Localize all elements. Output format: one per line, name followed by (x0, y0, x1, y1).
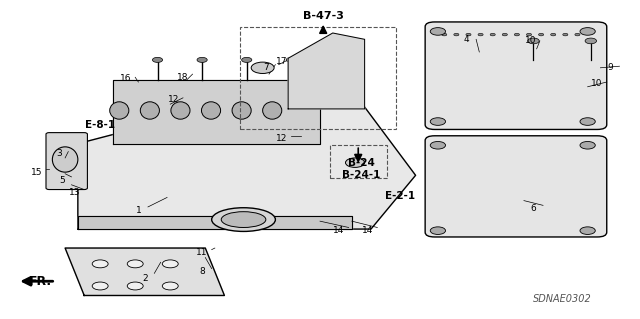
Text: 3: 3 (56, 149, 61, 158)
Text: 10: 10 (525, 36, 536, 45)
Circle shape (251, 62, 274, 73)
Circle shape (286, 57, 296, 63)
Circle shape (580, 118, 595, 125)
Text: E-2-1: E-2-1 (385, 191, 415, 201)
Text: 6: 6 (531, 204, 536, 213)
Text: 16: 16 (120, 74, 131, 83)
Circle shape (580, 141, 595, 149)
FancyBboxPatch shape (425, 136, 607, 237)
Circle shape (346, 158, 365, 167)
Text: 18: 18 (177, 73, 189, 82)
Text: 10: 10 (591, 79, 603, 88)
Ellipse shape (466, 33, 471, 36)
Circle shape (430, 141, 445, 149)
Text: 2: 2 (142, 274, 148, 283)
Ellipse shape (140, 102, 159, 119)
Circle shape (242, 57, 252, 63)
Ellipse shape (171, 102, 190, 119)
Ellipse shape (212, 208, 275, 232)
Ellipse shape (163, 282, 178, 290)
Text: 14: 14 (333, 226, 345, 235)
Text: 9: 9 (607, 63, 613, 72)
Text: 11: 11 (196, 248, 208, 257)
Ellipse shape (515, 33, 520, 36)
Text: 5: 5 (59, 175, 65, 185)
Ellipse shape (478, 33, 483, 36)
Ellipse shape (127, 260, 143, 268)
Text: 12: 12 (276, 134, 287, 144)
Ellipse shape (109, 102, 129, 119)
Text: 12: 12 (168, 95, 179, 104)
Text: 1: 1 (136, 206, 141, 215)
Ellipse shape (490, 33, 495, 36)
Ellipse shape (163, 260, 178, 268)
Text: 8: 8 (199, 267, 205, 276)
Ellipse shape (539, 33, 543, 36)
Ellipse shape (550, 33, 556, 36)
Polygon shape (113, 80, 320, 144)
Circle shape (197, 57, 207, 63)
Text: B-47-3: B-47-3 (303, 11, 344, 21)
Text: 7: 7 (263, 63, 269, 72)
Ellipse shape (92, 260, 108, 268)
Text: FR.: FR. (29, 275, 52, 288)
Bar (241, 27, 396, 130)
FancyBboxPatch shape (46, 133, 88, 189)
Polygon shape (65, 248, 225, 295)
Ellipse shape (232, 102, 251, 119)
Text: 17: 17 (276, 57, 287, 66)
Polygon shape (288, 33, 365, 109)
Polygon shape (78, 80, 415, 229)
Text: B-24
B-24-1: B-24 B-24-1 (342, 158, 381, 180)
Ellipse shape (262, 102, 282, 119)
Ellipse shape (527, 33, 532, 36)
Ellipse shape (442, 33, 447, 36)
Text: 13: 13 (69, 188, 81, 197)
Circle shape (430, 227, 445, 234)
Circle shape (585, 38, 596, 44)
Circle shape (528, 38, 540, 44)
Ellipse shape (575, 33, 580, 36)
Ellipse shape (127, 282, 143, 290)
Ellipse shape (502, 33, 508, 36)
Bar (330, 145, 387, 178)
Ellipse shape (202, 102, 221, 119)
Circle shape (430, 28, 445, 35)
Ellipse shape (454, 33, 459, 36)
Text: E-8-1: E-8-1 (85, 120, 115, 130)
Circle shape (430, 118, 445, 125)
Polygon shape (78, 216, 352, 229)
Circle shape (580, 28, 595, 35)
Ellipse shape (92, 282, 108, 290)
Ellipse shape (52, 147, 78, 172)
Text: SDNAE0302: SDNAE0302 (532, 293, 591, 304)
Ellipse shape (221, 212, 266, 227)
Text: 4: 4 (464, 35, 469, 44)
Ellipse shape (563, 33, 568, 36)
Text: 14: 14 (362, 226, 374, 235)
FancyBboxPatch shape (425, 22, 607, 130)
Circle shape (152, 57, 163, 63)
Text: 15: 15 (31, 168, 42, 177)
Circle shape (580, 227, 595, 234)
